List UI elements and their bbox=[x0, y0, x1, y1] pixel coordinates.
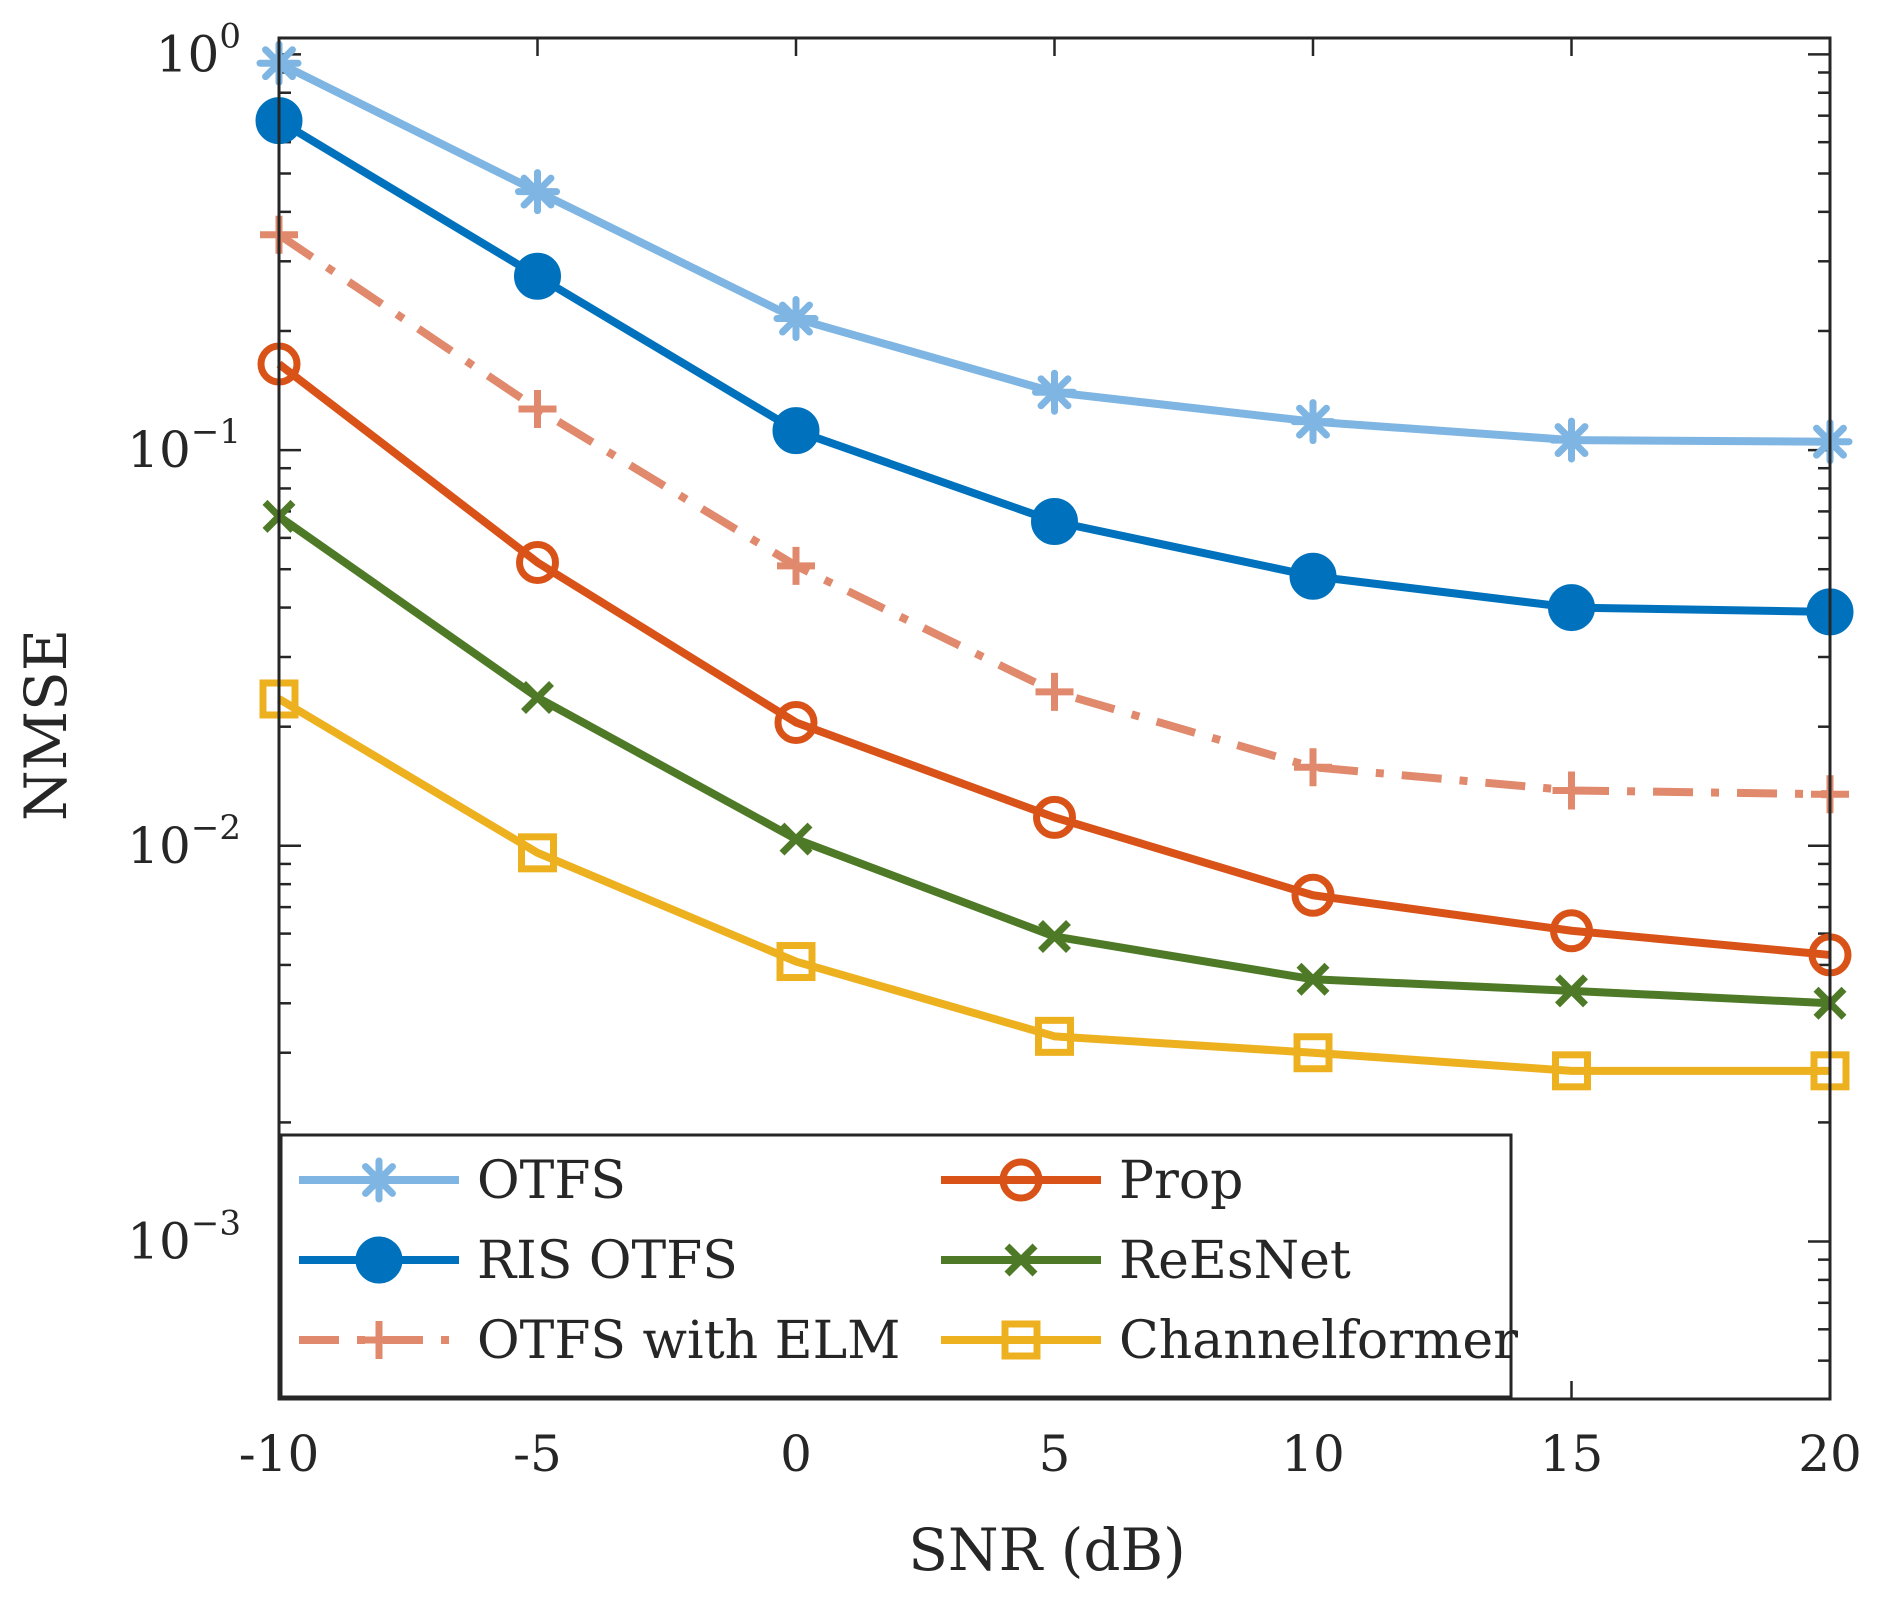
data-marker bbox=[1033, 795, 1076, 839]
x-axis-label: SNR (dB) bbox=[908, 1516, 1186, 1584]
x-tick-label: 15 bbox=[1540, 1425, 1604, 1483]
x-tick-label: -10 bbox=[239, 1425, 320, 1483]
legend-entry: Prop bbox=[941, 1151, 1243, 1211]
legend-entry: Channelformer bbox=[941, 1311, 1518, 1371]
x-tick-label: 5 bbox=[1039, 1425, 1071, 1483]
x-axis: -10 -5 0 5 10 15 20 bbox=[239, 38, 1862, 1483]
series-line bbox=[276, 695, 1830, 1075]
data-marker bbox=[1035, 1016, 1074, 1056]
series-channelformer bbox=[259, 679, 1850, 1091]
data-marker bbox=[355, 1236, 403, 1284]
data-marker bbox=[515, 169, 560, 215]
y-tick-label: 100 bbox=[156, 16, 241, 83]
data-marker bbox=[1032, 369, 1077, 415]
data-marker bbox=[1001, 1320, 1041, 1360]
data-marker bbox=[1296, 962, 1330, 996]
x-tick-label: 0 bbox=[780, 1425, 812, 1483]
data-marker bbox=[1035, 672, 1074, 711]
x-tick-label: 20 bbox=[1798, 1425, 1862, 1483]
data-marker bbox=[1038, 920, 1071, 953]
data-marker bbox=[772, 407, 820, 455]
data-marker bbox=[1552, 1051, 1591, 1091]
x-tick-label: 10 bbox=[1281, 1425, 1345, 1483]
data-marker bbox=[521, 681, 554, 714]
y-tick-label: 10−3 bbox=[127, 1204, 241, 1271]
data-marker bbox=[776, 942, 816, 982]
legend-entry: OTFS bbox=[299, 1151, 626, 1211]
data-marker bbox=[518, 833, 557, 873]
data-marker bbox=[779, 822, 813, 856]
legend-label: ReEsNet bbox=[1119, 1231, 1351, 1291]
data-marker bbox=[1555, 974, 1588, 1008]
legend-label: OTFS with ELM bbox=[477, 1311, 900, 1371]
series-ris-otfs bbox=[255, 97, 1854, 636]
data-marker bbox=[356, 1157, 402, 1203]
data-marker bbox=[1550, 909, 1593, 953]
data-marker bbox=[518, 390, 557, 429]
data-marker bbox=[1004, 1243, 1038, 1277]
y-tick-label: 10−1 bbox=[127, 412, 241, 479]
data-marker bbox=[774, 700, 818, 744]
data-marker bbox=[360, 1321, 398, 1359]
axes-box bbox=[277, 36, 1832, 1401]
data-marker bbox=[1552, 771, 1591, 810]
legend-box bbox=[279, 1133, 1513, 1399]
x-tick-label: -5 bbox=[513, 1425, 562, 1483]
legend-entry: RIS OTFS bbox=[299, 1231, 738, 1291]
legend-label: Channelformer bbox=[1119, 1311, 1518, 1371]
data-marker bbox=[1289, 552, 1337, 600]
axes-frame bbox=[277, 36, 1832, 1401]
data-marker bbox=[514, 252, 561, 300]
legend-label: OTFS bbox=[477, 1151, 626, 1211]
legend-entry: OTFS with ELM bbox=[299, 1311, 900, 1371]
data-marker bbox=[773, 296, 819, 342]
series-layer bbox=[255, 40, 1854, 1091]
legend-entry: ReEsNet bbox=[941, 1231, 1351, 1291]
data-marker bbox=[1291, 873, 1335, 917]
data-marker bbox=[516, 540, 559, 584]
y-tick-label: 10−2 bbox=[127, 808, 241, 875]
data-marker bbox=[1031, 498, 1078, 546]
data-marker bbox=[999, 1158, 1043, 1202]
data-marker bbox=[777, 546, 815, 585]
data-marker bbox=[1548, 584, 1595, 632]
data-marker bbox=[1549, 417, 1594, 463]
data-marker bbox=[1293, 1033, 1333, 1073]
data-marker bbox=[1290, 399, 1336, 445]
series-reesnet bbox=[262, 499, 1847, 1020]
data-marker bbox=[1294, 748, 1332, 787]
series-line bbox=[276, 360, 1831, 959]
legend-label: RIS OTFS bbox=[477, 1231, 738, 1291]
y-axis-label: NMSE bbox=[12, 629, 80, 821]
legend-label: Prop bbox=[1119, 1151, 1243, 1211]
legend: OTFS RIS OTFS OTFS with ELM Prop ReEsNet Chan… bbox=[279, 1133, 1518, 1399]
